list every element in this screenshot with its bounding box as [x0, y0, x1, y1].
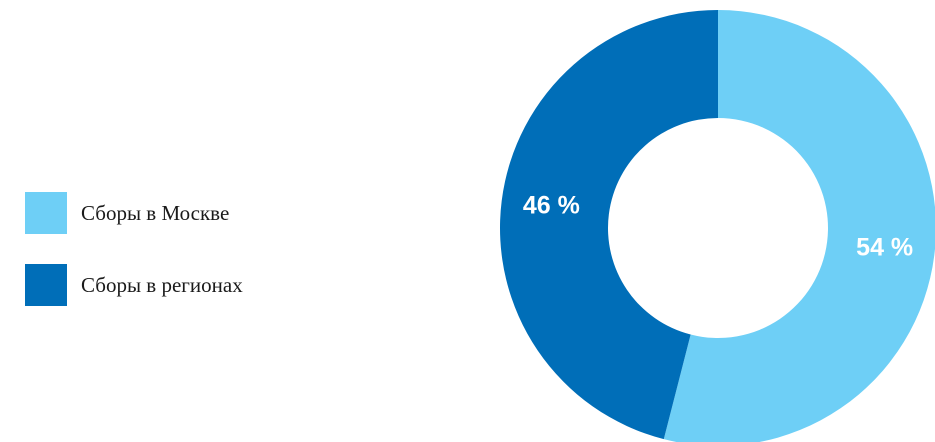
donut-slice-moscow — [663, 10, 935, 442]
legend-swatch-regions — [25, 264, 67, 306]
data-label-regions: 46 % — [523, 192, 580, 220]
legend-label-regions: Сборы в регионах — [81, 273, 243, 297]
legend-label-moscow: Сборы в Москве — [81, 201, 230, 225]
legend-swatch-moscow — [25, 192, 67, 234]
data-label-moscow: 54 % — [856, 234, 913, 262]
donut-slice-regions — [499, 9, 718, 440]
